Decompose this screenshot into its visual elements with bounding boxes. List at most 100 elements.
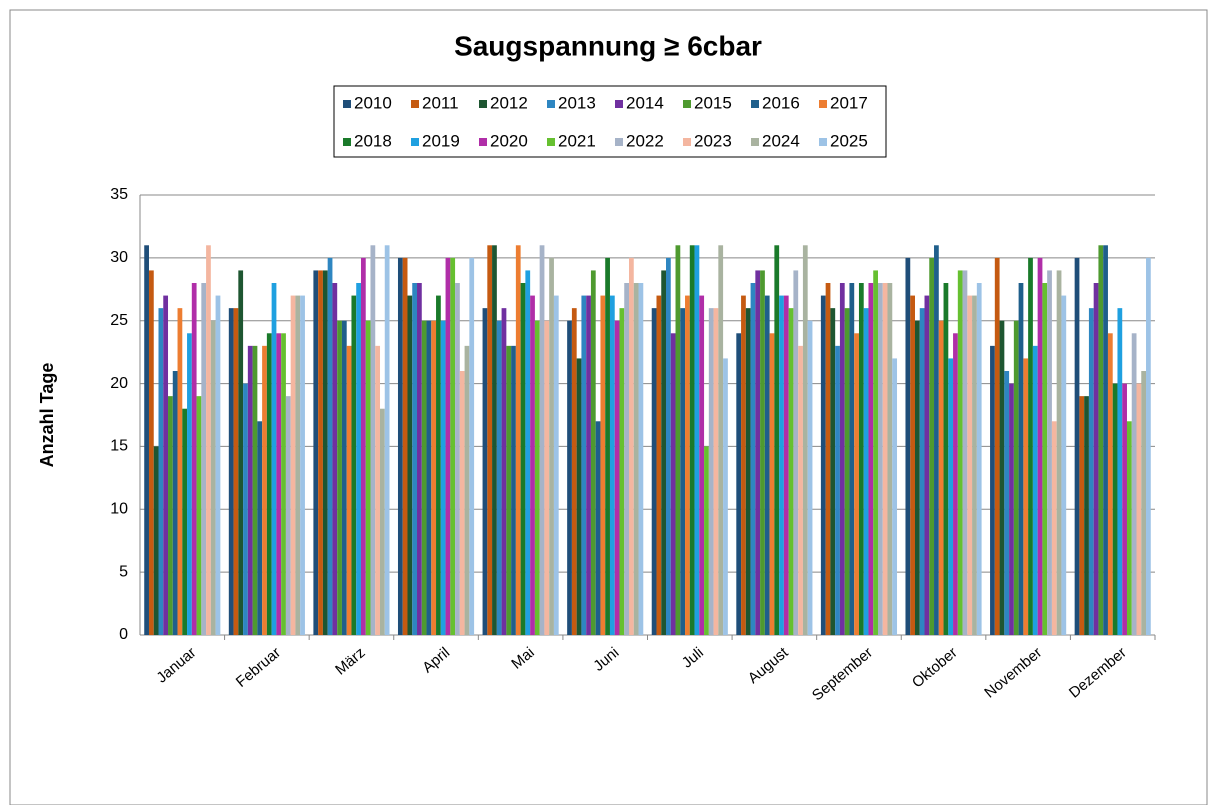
bar: [182, 408, 188, 635]
bar: [370, 245, 376, 636]
bar: [708, 308, 714, 635]
bar: [1112, 383, 1118, 635]
bar: [553, 295, 559, 635]
bar: [266, 333, 272, 635]
bar: [849, 283, 855, 635]
bar: [1136, 383, 1142, 635]
bar: [172, 371, 178, 635]
bar: [723, 358, 728, 635]
bar: [1047, 270, 1052, 635]
bar: [196, 396, 202, 635]
legend-label: 2010: [354, 93, 392, 112]
bar: [1061, 295, 1067, 635]
bar: [402, 257, 408, 635]
bar: [609, 295, 615, 635]
bar: [215, 295, 221, 635]
bar: [365, 320, 371, 635]
bar: [177, 308, 183, 635]
bar: [854, 333, 859, 635]
bar: [802, 245, 808, 636]
bar: [417, 283, 422, 635]
bar: [741, 295, 746, 635]
bar: [590, 270, 596, 635]
bar: [515, 245, 521, 636]
bar: [426, 320, 432, 635]
bar: [858, 283, 864, 635]
y-tick-label: 35: [110, 186, 128, 203]
bar: [1042, 283, 1048, 635]
legend-swatch: [479, 100, 487, 108]
bar: [431, 320, 437, 635]
bar: [421, 320, 427, 635]
bar: [191, 283, 197, 635]
legend-label: 2017: [830, 93, 868, 112]
y-tick-label: 0: [119, 626, 128, 643]
bar: [530, 295, 535, 635]
legend-label: 2011: [422, 93, 459, 112]
bar: [1103, 245, 1108, 636]
bar: [496, 320, 502, 635]
bar: [295, 295, 301, 635]
bar: [783, 295, 789, 635]
bar: [459, 371, 465, 635]
bar: [262, 345, 267, 635]
bar: [924, 295, 930, 635]
bar: [539, 245, 545, 636]
bar: [694, 245, 700, 636]
bar: [745, 308, 751, 635]
legend-label: 2013: [558, 93, 596, 112]
bar: [619, 308, 625, 635]
bar: [1028, 257, 1033, 635]
bar: [755, 270, 761, 635]
bar: [1126, 421, 1132, 635]
legend-box: [333, 85, 887, 158]
bar: [469, 257, 475, 635]
bar: [1004, 371, 1010, 635]
bar: [764, 295, 770, 635]
bar: [689, 245, 695, 636]
bar: [1131, 333, 1137, 635]
bar: [919, 308, 925, 635]
bar: [1037, 257, 1043, 635]
bar: [511, 345, 516, 635]
bar: [910, 295, 915, 635]
legend-swatch: [751, 100, 759, 108]
bar: [158, 308, 164, 635]
bar: [999, 320, 1005, 635]
legend-label: 2023: [694, 131, 732, 150]
bar: [873, 270, 878, 635]
bar: [962, 270, 968, 635]
legend-label: 2019: [422, 131, 460, 150]
bar: [863, 308, 869, 635]
bar: [774, 245, 780, 636]
bar: [238, 270, 244, 635]
bar: [228, 308, 234, 635]
bar: [820, 295, 826, 635]
legend-label: 2018: [354, 131, 392, 150]
bar: [445, 257, 451, 635]
bar: [798, 345, 803, 635]
bar: [1032, 345, 1038, 635]
bar: [656, 295, 662, 635]
bar: [534, 320, 540, 635]
bar: [651, 308, 657, 635]
bar: [501, 308, 507, 635]
bar: [397, 257, 403, 635]
bar: [384, 245, 390, 636]
bar: [830, 308, 836, 635]
y-tick-label: 20: [110, 375, 128, 392]
bar: [892, 358, 898, 635]
bar: [972, 295, 977, 635]
legend-label: 2014: [626, 93, 664, 112]
bar: [957, 270, 963, 635]
bar: [407, 295, 413, 635]
bar: [760, 270, 765, 635]
bar: [1051, 421, 1057, 635]
y-tick-label: 25: [110, 312, 128, 329]
legend-swatch: [411, 100, 419, 108]
bar: [1074, 257, 1080, 635]
legend-swatch: [343, 138, 351, 146]
bar: [868, 283, 874, 635]
y-tick-label: 15: [110, 438, 128, 455]
bar: [1098, 245, 1104, 636]
